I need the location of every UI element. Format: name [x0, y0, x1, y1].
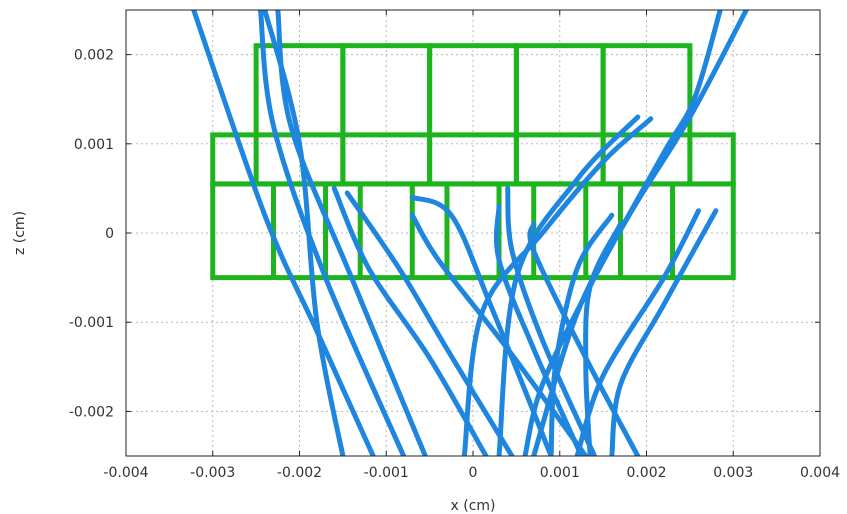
track-line [493, 203, 584, 456]
track-line [262, 10, 346, 456]
track-line [496, 114, 641, 456]
x-tick-label: -0.002 [277, 465, 322, 481]
x-tick-label: 0.003 [713, 465, 753, 481]
track-line [548, 212, 615, 456]
track-line [505, 185, 597, 456]
y-axis-label: z (cm) [12, 211, 28, 255]
detector-cell [210, 181, 736, 281]
track-line [609, 208, 719, 456]
plot-area [191, 10, 749, 456]
y-tick-label: 0.002 [74, 48, 114, 64]
track-line [331, 185, 489, 456]
track-line [409, 212, 589, 456]
x-tick-label: 0.002 [626, 465, 666, 481]
track-line [461, 116, 654, 456]
x-tick-label: 0 [469, 465, 478, 481]
y-axis-ticks: 0.002 0.001 0 -0.001 -0.002 [69, 48, 820, 420]
track-line [258, 10, 407, 456]
x-axis-label: x (cm) [451, 498, 496, 514]
particle-tracks [191, 10, 749, 456]
y-tick-label: 0.001 [74, 137, 114, 153]
y-tick-label: -0.002 [69, 404, 114, 420]
x-tick-label: -0.003 [190, 465, 235, 481]
x-tick-label: -0.004 [103, 465, 148, 481]
x-tick-label: 0.001 [540, 465, 580, 481]
x-tick-label: 0.004 [800, 465, 840, 481]
track-line [409, 194, 554, 456]
x-axis-ticks: -0.004 -0.003 -0.002 -0.001 0 0.001 0.002 0.003… [103, 10, 840, 481]
y-tick-label: -0.001 [69, 315, 114, 331]
track-line [191, 10, 376, 456]
track-line [344, 190, 515, 456]
y-tick-label: 0 [105, 226, 114, 242]
track-line [574, 208, 701, 456]
detector-structure [210, 43, 736, 281]
track-line [531, 10, 749, 456]
x-tick-label: -0.001 [364, 465, 409, 481]
